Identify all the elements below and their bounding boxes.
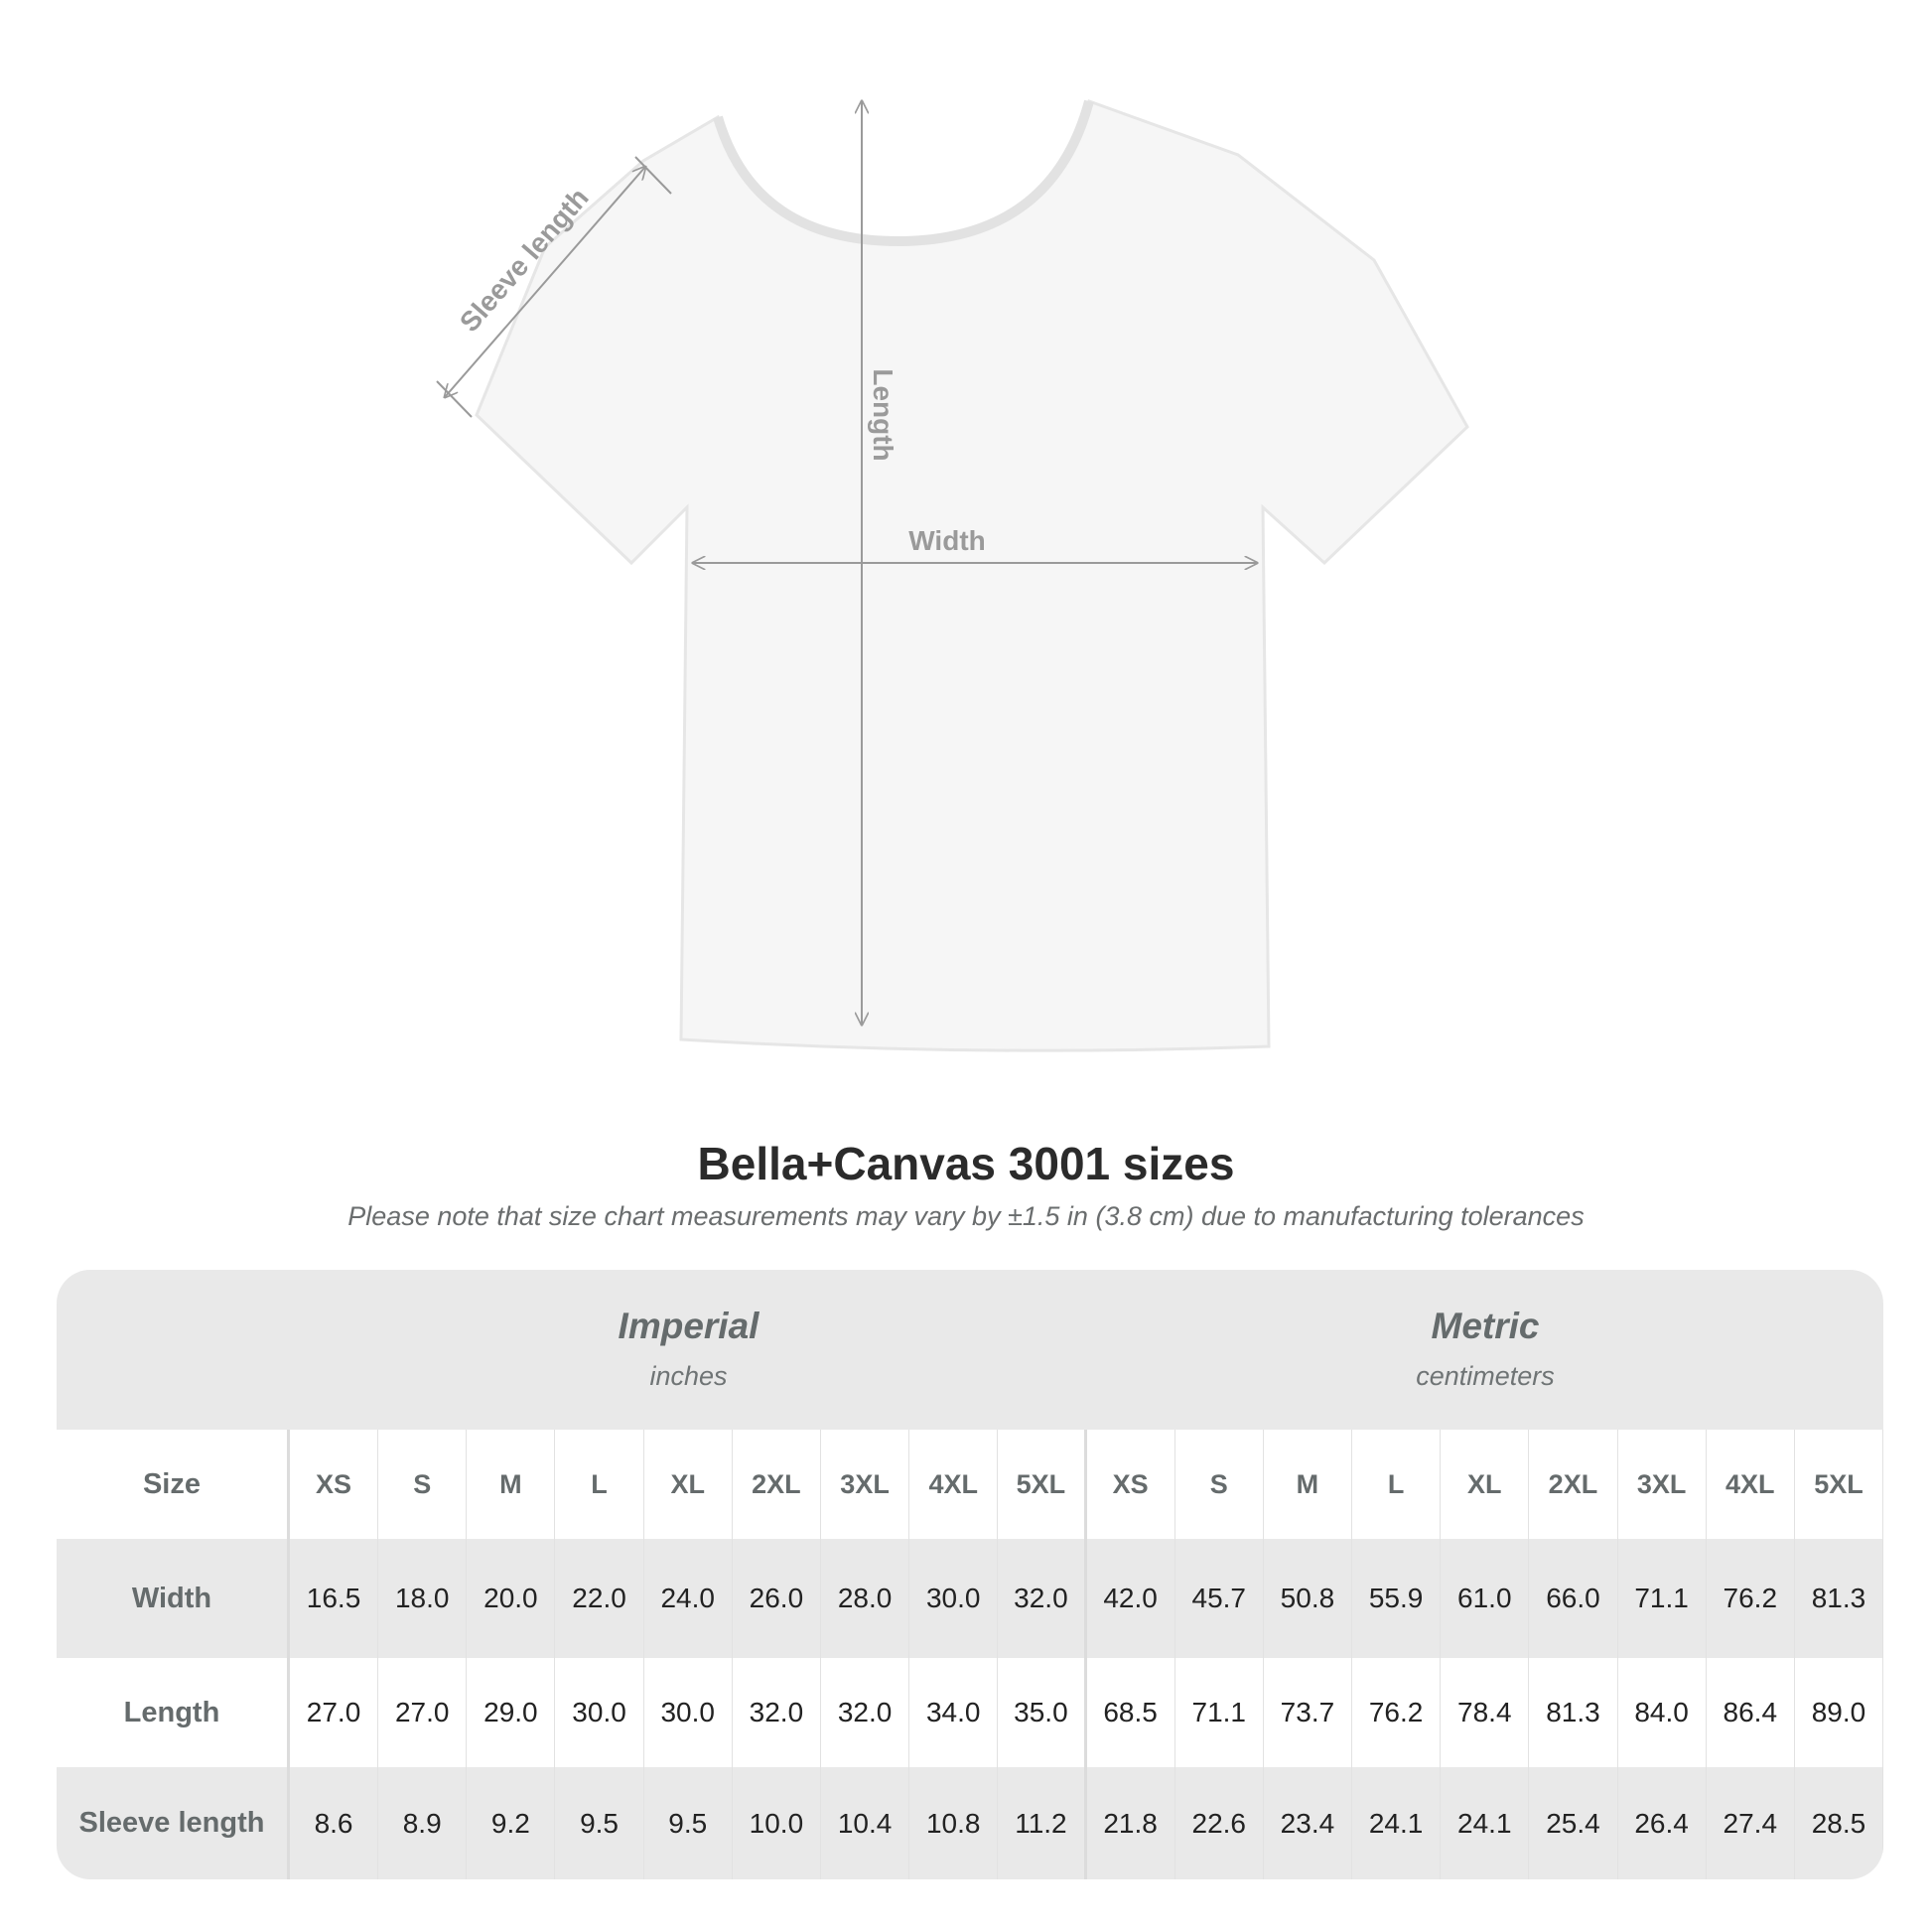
imperial-unit: inches xyxy=(649,1361,728,1391)
metric-value-cell: 73.7 xyxy=(1264,1658,1353,1767)
metric-value-cell: 81.3 xyxy=(1795,1539,1883,1658)
imperial-value-cell: 27.0 xyxy=(290,1658,379,1767)
metric-title: Metric xyxy=(1431,1306,1540,1346)
metric-value-cell: 71.1 xyxy=(1618,1539,1707,1658)
imperial-value-cell: 26.0 xyxy=(733,1539,821,1658)
row-label: Length xyxy=(57,1658,290,1767)
size-header-row: Size XS S M L XL 2XL 3XL 4XL 5XL XS S M L XL 2XL 3XL 4XL 5… xyxy=(57,1430,1883,1539)
size-header-label: Size xyxy=(57,1430,290,1539)
table-header-band xyxy=(57,1270,1883,1430)
metric-value-cell: 89.0 xyxy=(1795,1658,1883,1767)
imperial-value-cell: 24.0 xyxy=(644,1539,733,1658)
metric-size-m: M xyxy=(1264,1430,1353,1539)
metric-value-cell: 45.7 xyxy=(1175,1539,1264,1658)
metric-size-l: L xyxy=(1352,1430,1442,1539)
metric-value-cell: 55.9 xyxy=(1352,1539,1442,1658)
imperial-size-xs: XS xyxy=(290,1430,379,1539)
row-label: Sleeve length xyxy=(57,1767,290,1879)
metric-unit: centimeters xyxy=(1416,1361,1555,1391)
imperial-value-cell: 11.2 xyxy=(998,1767,1087,1879)
imperial-value-cell: 9.5 xyxy=(644,1767,733,1879)
imperial-value-cell: 29.0 xyxy=(467,1658,556,1767)
sleeve-measure-line xyxy=(445,167,645,397)
imperial-size-3xl: 3XL xyxy=(821,1430,910,1539)
metric-value-cell: 25.4 xyxy=(1529,1767,1618,1879)
metric-value-cell: 27.4 xyxy=(1707,1767,1795,1879)
metric-value-cell: 26.4 xyxy=(1618,1767,1707,1879)
imperial-size-l: L xyxy=(555,1430,644,1539)
imperial-value-cell: 32.0 xyxy=(998,1539,1087,1658)
imperial-size-5xl: 5XL xyxy=(998,1430,1087,1539)
metric-value-cell: 50.8 xyxy=(1264,1539,1353,1658)
metric-size-5xl: 5XL xyxy=(1795,1430,1883,1539)
imperial-value-cell: 34.0 xyxy=(909,1658,999,1767)
metric-size-xs: XS xyxy=(1087,1430,1175,1539)
metric-value-cell: 21.8 xyxy=(1087,1767,1175,1879)
imperial-value-cell: 32.0 xyxy=(821,1658,910,1767)
imperial-value-cell: 22.0 xyxy=(555,1539,644,1658)
metric-value-cell: 86.4 xyxy=(1707,1658,1795,1767)
imperial-value-cell: 10.8 xyxy=(909,1767,999,1879)
length-label: Length xyxy=(868,368,898,461)
imperial-value-cell: 9.2 xyxy=(467,1767,556,1879)
metric-value-cell: 24.1 xyxy=(1441,1767,1530,1879)
imperial-size-xl: XL xyxy=(644,1430,733,1539)
imperial-value-cell: 10.4 xyxy=(821,1767,910,1879)
metric-size-xl: XL xyxy=(1441,1430,1530,1539)
tolerance-note: Please note that size chart measurements… xyxy=(347,1201,1585,1231)
metric-value-cell: 66.0 xyxy=(1529,1539,1618,1658)
imperial-size-4xl: 4XL xyxy=(909,1430,999,1539)
imperial-size-2xl: 2XL xyxy=(733,1430,821,1539)
tshirt-diagram: Width Length Sleeve length xyxy=(436,99,1469,1052)
table-row-sleeve-length: Sleeve length 8.6 8.9 9.2 9.5 9.5 10.0 10.4 10.8… xyxy=(57,1767,1883,1879)
metric-value-cell: 61.0 xyxy=(1441,1539,1530,1658)
metric-value-cell: 81.3 xyxy=(1529,1658,1618,1767)
imperial-value-cell: 30.0 xyxy=(909,1539,999,1658)
imperial-size-m: M xyxy=(467,1430,556,1539)
imperial-value-cell: 18.0 xyxy=(378,1539,468,1658)
metric-value-cell: 24.1 xyxy=(1352,1767,1442,1879)
size-table: Imperial inches Metric centimeters Size X… xyxy=(57,1270,1883,1879)
metric-value-cell: 68.5 xyxy=(1087,1658,1175,1767)
imperial-value-cell: 30.0 xyxy=(555,1658,644,1767)
metric-size-s: S xyxy=(1175,1430,1264,1539)
page-title: Bella+Canvas 3001 sizes xyxy=(697,1138,1235,1189)
metric-value-cell: 28.5 xyxy=(1795,1767,1883,1879)
metric-value-cell: 78.4 xyxy=(1441,1658,1530,1767)
imperial-value-cell: 28.0 xyxy=(821,1539,910,1658)
imperial-value-cell: 16.5 xyxy=(290,1539,379,1658)
row-label: Width xyxy=(57,1539,290,1658)
metric-value-cell: 76.2 xyxy=(1707,1539,1795,1658)
metric-value-cell: 23.4 xyxy=(1264,1767,1353,1879)
metric-value-cell: 42.0 xyxy=(1087,1539,1175,1658)
imperial-value-cell: 10.0 xyxy=(733,1767,821,1879)
imperial-title: Imperial xyxy=(618,1306,759,1346)
imperial-value-cell: 30.0 xyxy=(644,1658,733,1767)
metric-size-2xl: 2XL xyxy=(1529,1430,1618,1539)
imperial-value-cell: 32.0 xyxy=(733,1658,821,1767)
imperial-header: Imperial inches xyxy=(290,1270,1087,1430)
imperial-value-cell: 27.0 xyxy=(378,1658,468,1767)
tshirt-shape xyxy=(475,99,1469,1052)
imperial-value-cell: 8.9 xyxy=(378,1767,468,1879)
table-row-length: Length 27.0 27.0 29.0 30.0 30.0 32.0 32.0 34.0 35… xyxy=(57,1658,1883,1767)
imperial-value-cell: 8.6 xyxy=(290,1767,379,1879)
metric-value-cell: 76.2 xyxy=(1352,1658,1442,1767)
metric-size-4xl: 4XL xyxy=(1707,1430,1795,1539)
metric-value-cell: 71.1 xyxy=(1175,1658,1264,1767)
metric-header: Metric centimeters xyxy=(1087,1270,1883,1430)
metric-value-cell: 22.6 xyxy=(1175,1767,1264,1879)
imperial-size-s: S xyxy=(378,1430,468,1539)
width-label: Width xyxy=(908,525,986,556)
table-row-width: Width 16.5 18.0 20.0 22.0 24.0 26.0 28.0 30.0 32.… xyxy=(57,1539,1883,1658)
metric-size-3xl: 3XL xyxy=(1618,1430,1707,1539)
imperial-value-cell: 20.0 xyxy=(467,1539,556,1658)
metric-value-cell: 84.0 xyxy=(1618,1658,1707,1767)
imperial-value-cell: 35.0 xyxy=(998,1658,1087,1767)
imperial-value-cell: 9.5 xyxy=(555,1767,644,1879)
